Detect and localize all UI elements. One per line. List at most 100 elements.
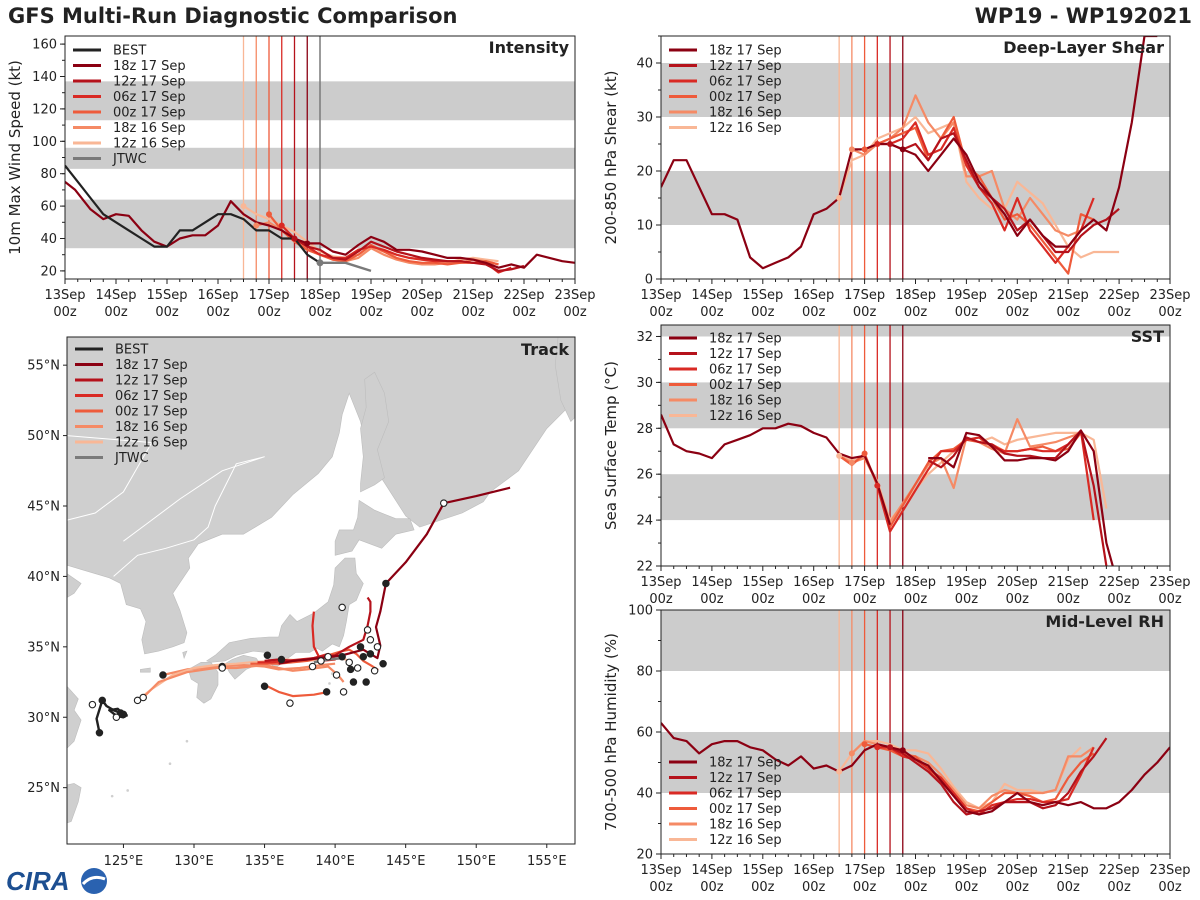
- rh-xtick-hour: 00z: [853, 880, 877, 895]
- rh-ylabel: 700-500 hPa Humidity (%): [602, 633, 620, 831]
- sst-xtick-day: 17Sep: [844, 575, 885, 590]
- track-marker: [363, 626, 372, 634]
- intensity-init-point: [240, 203, 247, 210]
- intensity-panel: 20 40 60 80 100 120 140 160 13Sep 00z 14Sep 00z 15Se…: [6, 35, 596, 320]
- shear-xtick-day: 16Sep: [793, 288, 834, 303]
- rh-xtick-hour: 00z: [955, 880, 979, 895]
- intensity-xtick-hour: 00z: [257, 305, 281, 320]
- track-title: Track: [521, 340, 569, 359]
- shear-xtick-hour: 00z: [802, 305, 826, 320]
- asia-mainland-shape: [67, 337, 575, 655]
- intensity-legend-label: JTWC: [112, 152, 147, 167]
- rh-xtick-day: 20Sep: [997, 863, 1038, 878]
- intensity-xtick-hour: 00z: [308, 305, 332, 320]
- intensity-title: Intensity: [489, 38, 570, 57]
- track-marker: [346, 665, 355, 674]
- shear-series-line: [877, 121, 1095, 264]
- intensity-ytick-label: 120: [32, 102, 57, 117]
- rh-legend-label: 00z 17 Sep: [709, 802, 782, 817]
- track-marker: [218, 664, 226, 672]
- intensity-xtick-day: 19Sep: [350, 288, 391, 303]
- track-marker: [322, 688, 331, 696]
- shear-legend-label: 12z 17 Sep: [709, 59, 782, 74]
- track-marker: [366, 650, 375, 658]
- sst-xtick-day: 16Sep: [793, 575, 834, 590]
- intensity-legend-label: 18z 16 Sep: [113, 121, 186, 136]
- rh-legend-label: 06z 17 Sep: [709, 787, 782, 802]
- track-lat-label: 40°N: [27, 570, 60, 585]
- track-lat-label: 35°N: [27, 640, 60, 655]
- track-marker: [317, 657, 325, 665]
- shear-ytick-label: 40: [636, 57, 653, 72]
- shear-xtick-day: 22Sep: [1099, 288, 1140, 303]
- rh-xtick-day: 21Sep: [1048, 863, 1089, 878]
- intensity-init-point: [253, 222, 260, 229]
- sst-ytick-label: 28: [636, 422, 653, 437]
- intensity-ylabel: 10m Max Wind Speed (kt): [6, 60, 24, 255]
- track-marker: [308, 662, 317, 671]
- track-marker: [359, 652, 368, 661]
- rh-xtick-hour: 00z: [751, 880, 775, 895]
- shear-init-point: [899, 146, 906, 153]
- rh-xtick-day: 18Sep: [895, 863, 936, 878]
- track-marker: [338, 603, 346, 612]
- shear-xtick-hour: 00z: [700, 305, 724, 320]
- track-line: [266, 685, 329, 698]
- island-shape: [185, 739, 189, 743]
- sst-ytick-label: 26: [636, 468, 653, 483]
- shear-xtick-day: 23Sep: [1149, 288, 1190, 303]
- sst-legend-label: 12z 17 Sep: [709, 347, 782, 362]
- intensity-xtick-day: 17Sep: [248, 288, 289, 303]
- rh-ytick-label: 20: [636, 848, 653, 863]
- sst-band-0: [661, 474, 1170, 521]
- sst-ytick-label: 32: [636, 330, 653, 345]
- intensity-ytick-label: 100: [32, 135, 57, 150]
- intensity-xtick-day: 14Sep: [95, 288, 136, 303]
- sst-xtick-hour: 00z: [1057, 592, 1081, 607]
- shear-ytick-label: 10: [636, 219, 653, 234]
- track-map: [67, 337, 575, 844]
- figure-title: GFS Multi-Run Diagnostic Comparison: [8, 4, 458, 28]
- intensity-series: [65, 164, 575, 274]
- shear-xtick-hour: 00z: [955, 305, 979, 320]
- shear-init-lines: [838, 36, 904, 279]
- intensity-xtick-day: 20Sep: [401, 288, 442, 303]
- track-lat-label: 25°N: [27, 781, 60, 796]
- sst-series-line: [661, 414, 892, 526]
- intensity-ytick-label: 160: [32, 38, 57, 53]
- shear-xtick-day: 20Sep: [997, 288, 1038, 303]
- track-legend-label: 06z 17 Sep: [115, 389, 188, 404]
- rh-series-line: [889, 737, 1108, 816]
- shear-ytick-label: 0: [645, 273, 653, 288]
- sst-init-lines: [838, 325, 904, 566]
- rh-panel: 20 40 60 80 100 13Sep 00z 14Sep 00z 15Sep 00z 16Sep…: [602, 604, 1191, 896]
- sst-xtick-hour: 00z: [853, 592, 877, 607]
- shear-init-point: [887, 141, 894, 147]
- intensity-ytick-label: 140: [32, 70, 57, 85]
- rh-xtick-day: 22Sep: [1099, 863, 1140, 878]
- sst-xtick-hour: 00z: [955, 592, 979, 607]
- shear-ytick-label: 30: [636, 111, 653, 126]
- track-frame: [66, 336, 576, 845]
- sst-xtick-day: 13Sep: [640, 575, 681, 590]
- track-marker: [338, 652, 346, 661]
- rh-xtick-hour: 00z: [700, 880, 724, 895]
- track-marker: [353, 664, 362, 672]
- track-marker: [440, 499, 448, 507]
- track-marker: [339, 688, 348, 696]
- country-border: [113, 456, 265, 577]
- rh-xtick-hour: 00z: [1057, 880, 1081, 895]
- rh-title: Mid-Level RH: [1045, 612, 1164, 631]
- intensity-series-line: [320, 261, 372, 273]
- track-legend-label: 00z 17 Sep: [115, 405, 188, 420]
- intensity-legend-label: BEST: [113, 44, 146, 59]
- track-marker: [286, 699, 294, 707]
- rh-band-1: [661, 610, 1170, 671]
- intensity-jtwc-point: [316, 259, 324, 267]
- track-legend-label: 12z 17 Sep: [115, 374, 188, 389]
- intensity-xtick-hour: 00z: [410, 305, 434, 320]
